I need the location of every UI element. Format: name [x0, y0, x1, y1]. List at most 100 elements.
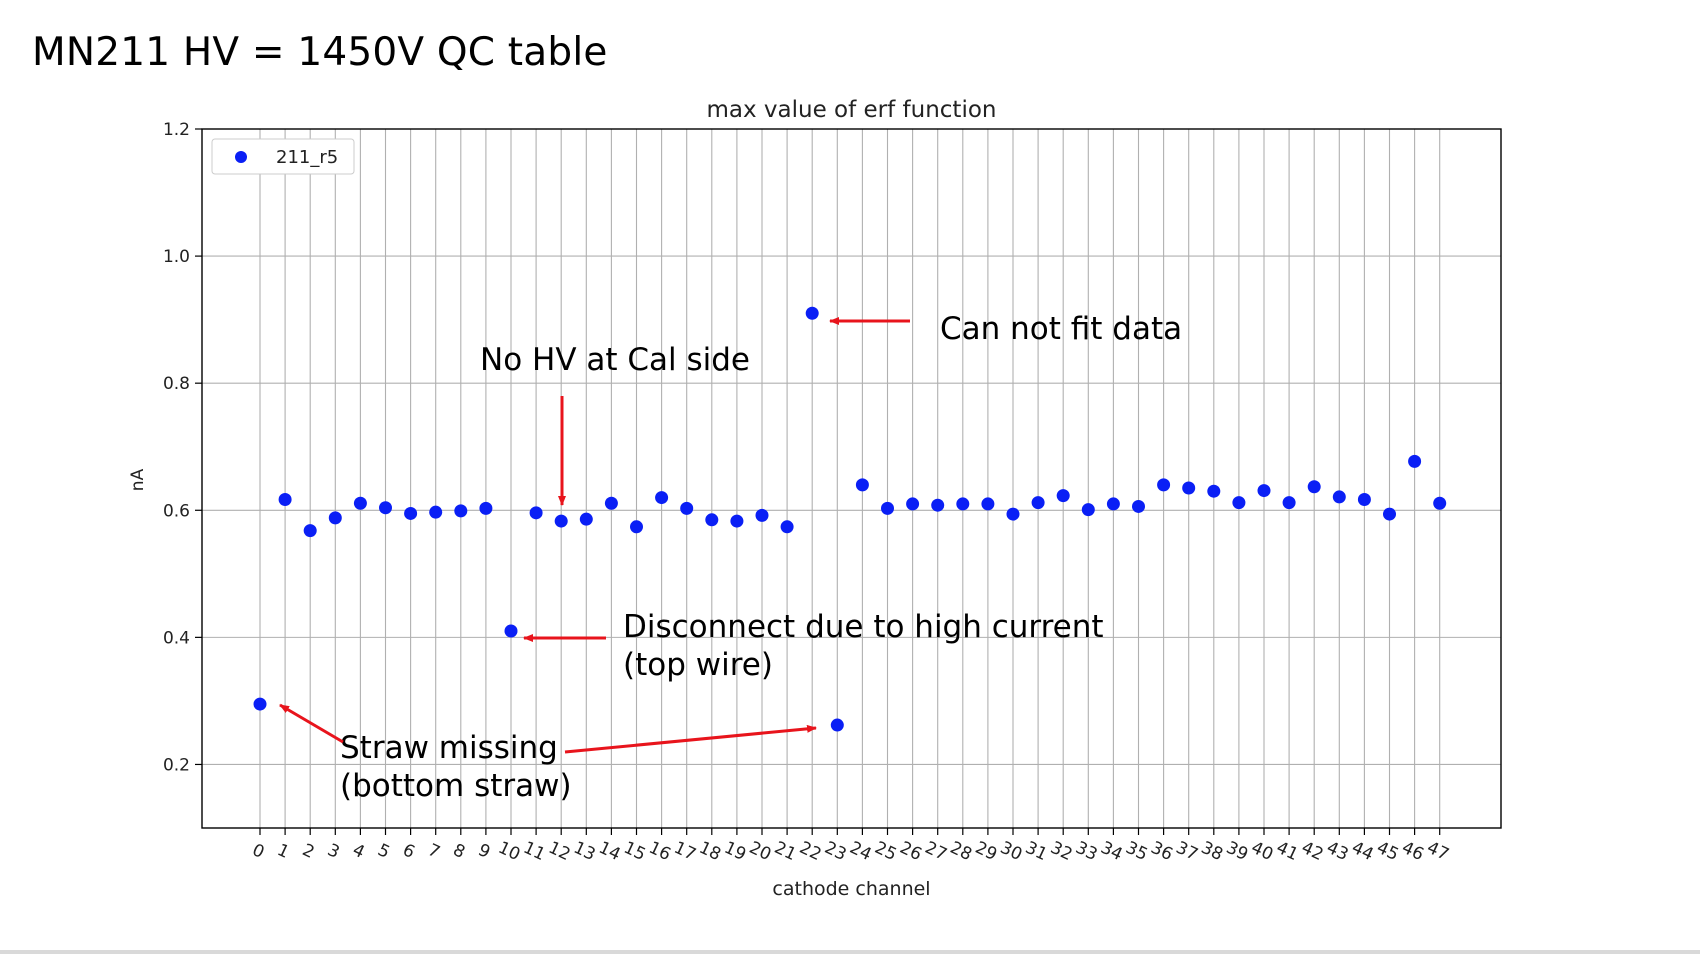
x-tick-label: 44 [1348, 838, 1376, 865]
x-tick-label: 15 [621, 838, 649, 865]
data-point [554, 514, 568, 528]
data-point [1081, 503, 1095, 517]
x-tick-label: 17 [671, 838, 699, 865]
x-tick-label: 41 [1273, 838, 1301, 865]
data-point [1257, 484, 1271, 498]
annotation-disconnect-text: Disconnect due to high current [623, 609, 1104, 645]
x-tick-label: 19 [721, 838, 749, 865]
data-point [705, 513, 719, 527]
x-tick-label: 2 [299, 840, 317, 863]
x-tick-label: 34 [1097, 838, 1125, 865]
data-point [579, 512, 593, 526]
y-axis-label: nA [128, 468, 148, 491]
data-point [604, 496, 618, 510]
x-tick-label: 47 [1424, 838, 1452, 865]
x-tick-label: 46 [1399, 838, 1427, 865]
x-tick-label: 8 [450, 840, 468, 863]
x-tick-label: 27 [922, 838, 950, 865]
data-point [1332, 490, 1346, 504]
x-tick-label: 21 [771, 838, 799, 865]
data-point [353, 496, 367, 510]
annotations: Can not fit data No HV at Cal side Disconn… [279, 311, 1182, 804]
data-point [655, 491, 669, 505]
grid-lines [202, 128, 1501, 828]
data-point [328, 511, 342, 525]
x-axis-ticks: 0 1 2 3 4 5 6 7 8 9 101112131415161718192021222324… [249, 828, 1452, 865]
data-point [1056, 489, 1070, 503]
x-tick-label: 43 [1323, 838, 1351, 865]
data-point [1383, 507, 1396, 521]
data-point [1031, 496, 1045, 510]
y-tick-label: 1.0 [163, 247, 190, 267]
x-tick-label: 9 [475, 840, 493, 863]
data-point [1182, 481, 1196, 495]
x-tick-label: 5 [374, 840, 392, 863]
annotation-can-not-fit-text: Can not fit data [940, 311, 1182, 347]
y-axis-ticks: 0.2 0.4 0.6 0.8 1.0 1.2 [163, 120, 202, 775]
data-point [429, 505, 443, 519]
data-point [1307, 480, 1321, 494]
x-tick-label: 31 [1022, 838, 1050, 865]
x-tick-label: 6 [400, 840, 418, 863]
x-tick-label: 29 [972, 838, 1000, 865]
slide-bottom-border [0, 950, 1700, 954]
data-point [1433, 496, 1447, 510]
x-tick-label: 16 [646, 838, 674, 865]
data-point [630, 520, 643, 534]
data-point [881, 501, 894, 515]
x-tick-label: 33 [1072, 838, 1100, 865]
data-point [830, 718, 844, 732]
x-tick-label: 24 [846, 838, 874, 865]
data-point [278, 492, 292, 506]
data-point [454, 504, 468, 518]
x-tick-label: 14 [595, 838, 623, 865]
plot-frame [201, 128, 1502, 829]
x-tick-label: 42 [1298, 838, 1326, 865]
data-points [253, 306, 1447, 732]
data-point [1207, 484, 1221, 498]
x-tick-label: 18 [696, 838, 724, 865]
x-tick-label: 39 [1223, 838, 1251, 865]
legend-marker [235, 151, 247, 163]
chart-title: max value of erf function [706, 97, 996, 123]
slide-title: MN211 HV = 1450V QC table [32, 30, 608, 75]
data-point [956, 497, 970, 511]
x-tick-label: 3 [324, 840, 342, 863]
data-point [855, 478, 869, 492]
x-tick-label: 26 [897, 838, 925, 865]
legend: 211_r5 [211, 138, 355, 175]
data-point [1232, 496, 1246, 510]
annotation-straw-missing-text: Straw missing [340, 730, 558, 766]
x-tick-label: 12 [545, 838, 573, 865]
x-tick-label: 7 [425, 840, 443, 863]
data-point [981, 497, 995, 511]
x-tick-label: 35 [1123, 838, 1151, 865]
x-tick-label: 20 [746, 838, 774, 865]
legend-label: 211_r5 [276, 147, 338, 168]
x-tick-label: 23 [821, 838, 849, 865]
x-tick-label: 45 [1374, 838, 1402, 865]
x-tick-label: 11 [520, 838, 548, 865]
data-point [1282, 496, 1296, 510]
annotation-straw-missing-arrow [279, 703, 344, 744]
data-point [1132, 499, 1145, 513]
data-point [1157, 478, 1171, 492]
data-point [931, 498, 945, 512]
data-point [1006, 507, 1020, 521]
data-point [479, 501, 493, 515]
x-tick-label: 25 [872, 838, 900, 865]
y-tick-label: 1.2 [163, 120, 190, 140]
data-point [379, 501, 392, 515]
data-point [780, 520, 794, 534]
y-tick-label: 0.8 [163, 374, 190, 394]
data-point [680, 501, 694, 515]
x-tick-label: 30 [997, 838, 1025, 865]
data-point [1357, 492, 1371, 506]
legend-box [211, 138, 355, 175]
annotation-disconnect-text: (top wire) [623, 647, 773, 683]
x-tick-label: 40 [1248, 838, 1276, 865]
annotation-no-hv-text: No HV at Cal side [480, 342, 750, 378]
data-point [805, 306, 819, 320]
data-point [1106, 497, 1120, 511]
